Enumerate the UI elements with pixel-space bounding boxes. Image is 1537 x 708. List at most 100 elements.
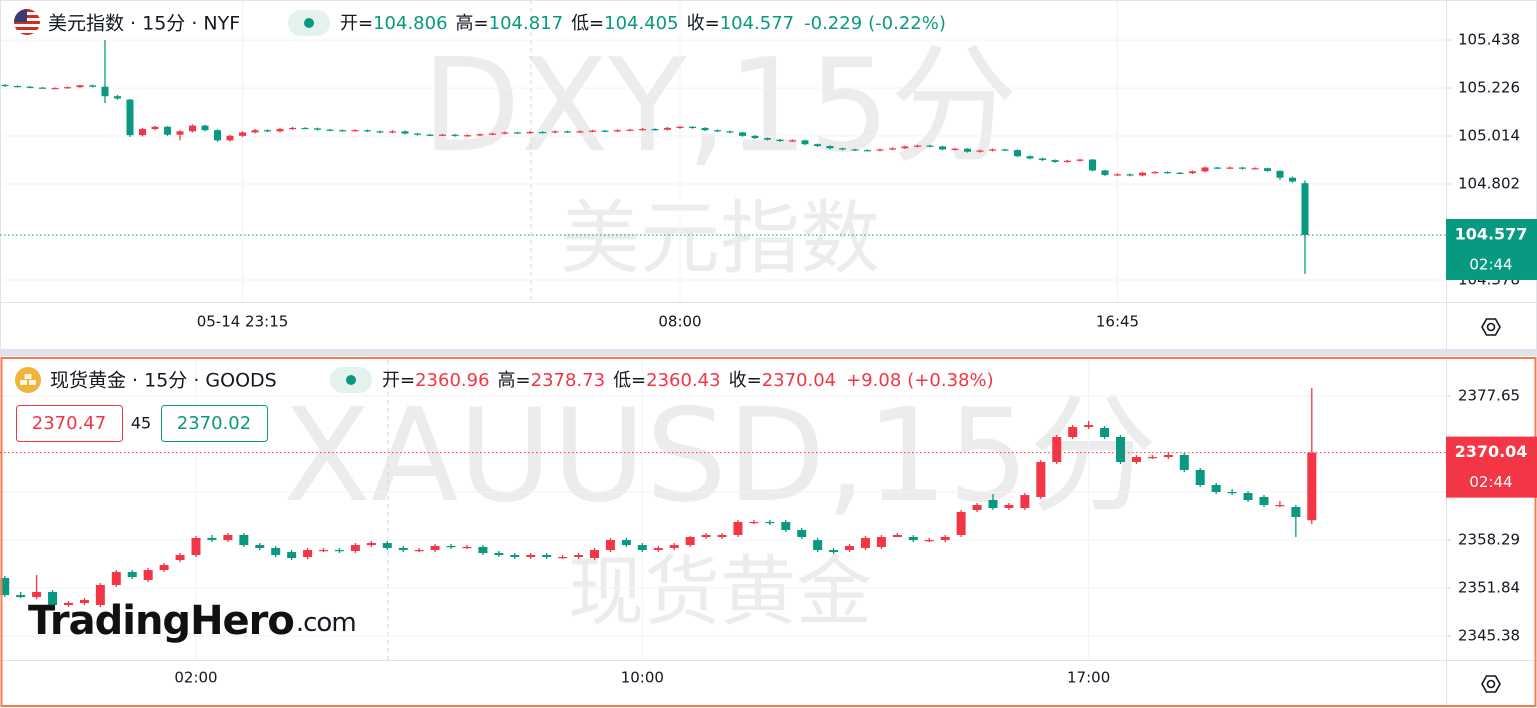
candle-body: [1289, 177, 1296, 182]
candle-body: [576, 131, 584, 133]
candle-body: [89, 85, 96, 87]
y-tick-label: 104.802: [1458, 175, 1520, 193]
candle-body: [426, 134, 434, 136]
candle-body: [605, 540, 615, 551]
active-pane-frame: [0, 357, 1537, 707]
candle-body: [749, 521, 759, 524]
candle-body: [558, 557, 568, 559]
candle-body: [223, 535, 233, 541]
candle-body: [189, 125, 196, 132]
candle-body: [1179, 455, 1189, 470]
series-title: 现货黄金 · 15分 · GOODS: [50, 370, 277, 392]
candle-body: [676, 126, 684, 128]
candle-body: [526, 555, 536, 558]
visibility-toggle[interactable]: [288, 10, 330, 36]
series-title: 美元指数 · 15分 · NYF: [48, 13, 240, 35]
candle-body: [126, 99, 134, 136]
candle-body: [765, 521, 775, 524]
candle-body: [48, 591, 58, 606]
candle-body: [1163, 455, 1173, 458]
y-tick-label: 2377.65: [1458, 387, 1520, 405]
candle-body: [255, 545, 265, 549]
candle-body: [264, 130, 271, 132]
ohlc-label: 开=: [340, 13, 373, 34]
candle-body: [389, 131, 396, 133]
candle-body: [574, 555, 584, 558]
candle-body: [239, 132, 246, 136]
candle-body: [892, 535, 902, 538]
candle-body: [303, 550, 313, 558]
countdown: 02:44: [1469, 473, 1512, 491]
candle-body: [551, 131, 559, 133]
visibility-toggle[interactable]: [330, 367, 372, 393]
candle-body: [1151, 172, 1159, 174]
ohlc-value: 2370.04: [762, 370, 836, 391]
candle-body: [1052, 437, 1062, 463]
candle-body: [478, 546, 488, 554]
change: +9.08: [846, 370, 901, 391]
candle-body: [1251, 168, 1259, 170]
change-pct: (-0.22%): [868, 13, 946, 34]
candle-body: [901, 146, 909, 149]
candle-body: [339, 130, 346, 132]
candle-body: [76, 85, 84, 88]
candle-body: [637, 545, 647, 551]
ohlc-label: 高=: [498, 370, 531, 391]
candle-body: [1226, 167, 1234, 169]
candle-body: [1114, 174, 1121, 176]
candle-body: [151, 126, 159, 130]
candle-body: [1116, 437, 1126, 463]
candle-body: [889, 148, 896, 150]
candle-body: [1100, 428, 1110, 438]
candle-body: [976, 150, 984, 152]
candle-body: [1211, 485, 1221, 492]
candle-body: [127, 572, 137, 578]
x-tick-label: 05-14 23:15: [197, 313, 289, 331]
last-price-label-bg: [1446, 218, 1537, 280]
candle-body: [0, 578, 10, 596]
candle-body: [464, 135, 471, 137]
last-price-label-bg: [1446, 436, 1537, 498]
candle-body: [590, 550, 599, 558]
candle-body: [564, 131, 571, 133]
candle-body: [1176, 172, 1184, 174]
logo: TradingHero.com: [28, 598, 356, 644]
ohlc-label: 收=: [687, 13, 720, 34]
candle-body: [376, 131, 384, 133]
candle-body: [589, 130, 596, 132]
x-tick-label: 08:00: [658, 313, 701, 331]
candle-body: [1089, 159, 1096, 171]
last-price-label: 2370.04: [1455, 442, 1528, 461]
candle-body: [924, 540, 934, 542]
candle-body: [539, 131, 546, 134]
candle-body: [514, 132, 521, 134]
candle-body: [63, 603, 73, 606]
candle-body: [939, 146, 946, 150]
candle-body: [414, 133, 421, 135]
candle-body: [685, 537, 695, 546]
candle-body: [1131, 457, 1141, 463]
settings-button[interactable]: [1481, 675, 1501, 693]
change-pct: (+0.38%): [907, 370, 993, 391]
candles: [0, 40, 1317, 608]
candle-body: [801, 140, 809, 145]
x-tick-label: 10:00: [621, 669, 664, 687]
candle-body: [739, 132, 746, 136]
ask-box: [161, 405, 268, 442]
candle-body: [1301, 183, 1309, 235]
candle-body: [733, 521, 743, 535]
candle-body: [797, 530, 807, 538]
candle-body: [864, 150, 871, 152]
candle-body: [908, 537, 918, 541]
x-tick-label: 16:45: [1096, 313, 1139, 331]
candle-body: [164, 126, 171, 135]
candle-body: [201, 125, 209, 131]
candle-body: [462, 546, 472, 549]
ohlc-value: 104.405: [604, 13, 678, 34]
candle-body: [251, 130, 259, 133]
candle-body: [726, 131, 734, 133]
candle-body: [956, 512, 966, 535]
settings-button[interactable]: [1481, 318, 1501, 336]
candle-body: [964, 148, 971, 152]
